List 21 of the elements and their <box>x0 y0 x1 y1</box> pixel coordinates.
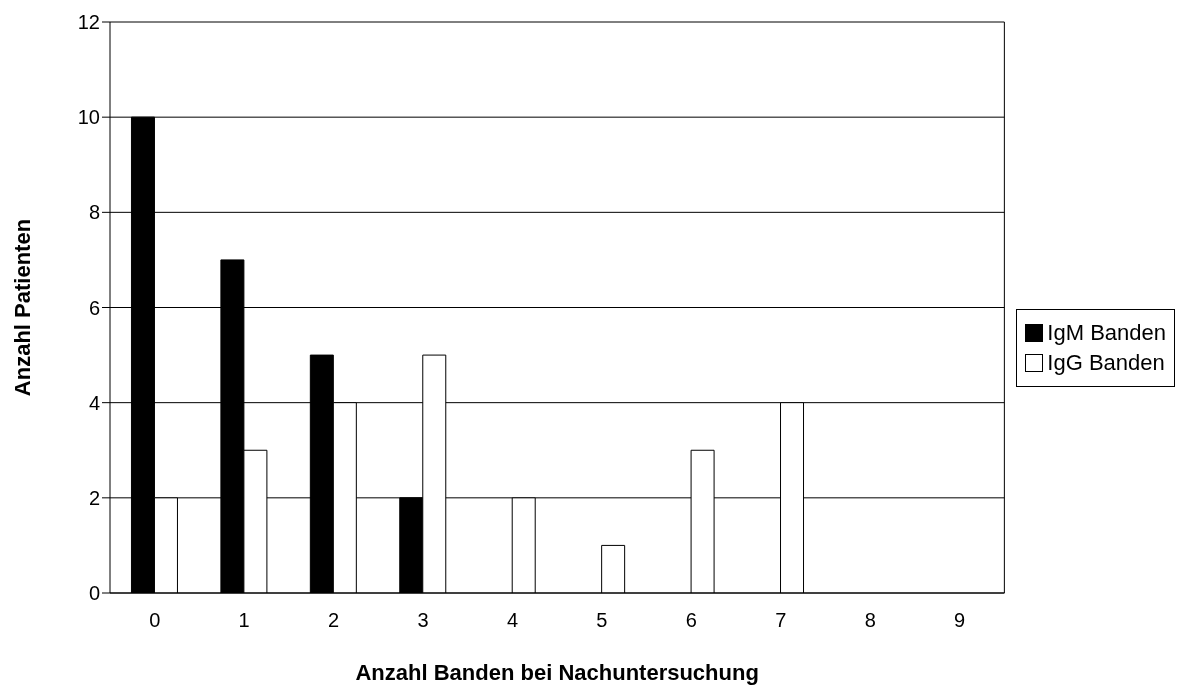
x-tick-label: 8 <box>864 609 876 632</box>
y-axis-title: Anzahl Patienten <box>9 218 35 397</box>
x-tick-label: 0 <box>149 609 161 632</box>
y-tick-label: 12 <box>77 11 100 34</box>
y-tick-label: 2 <box>88 486 100 509</box>
y-tick-label: 0 <box>88 582 100 605</box>
x-axis-title: Anzahl Banden bei Nachuntersuchung <box>355 660 759 685</box>
x-tick-label: 5 <box>596 609 608 632</box>
y-tick-label: 8 <box>88 201 100 224</box>
legend-label: IgM Banden <box>1047 320 1166 346</box>
y-tick-label: 10 <box>77 106 100 129</box>
x-tick-label: 9 <box>954 609 966 632</box>
x-tick-label: 2 <box>328 609 340 632</box>
x-tick-label: 6 <box>685 609 697 632</box>
x-tick-label: 7 <box>775 609 787 632</box>
legend-label: IgG Banden <box>1047 350 1165 376</box>
x-tick-label: 1 <box>238 609 250 632</box>
y-tick-label: 6 <box>88 296 100 319</box>
x-tick-label: 3 <box>417 609 429 632</box>
y-tick-label: 4 <box>88 391 100 414</box>
x-tick-label: 4 <box>506 609 519 632</box>
